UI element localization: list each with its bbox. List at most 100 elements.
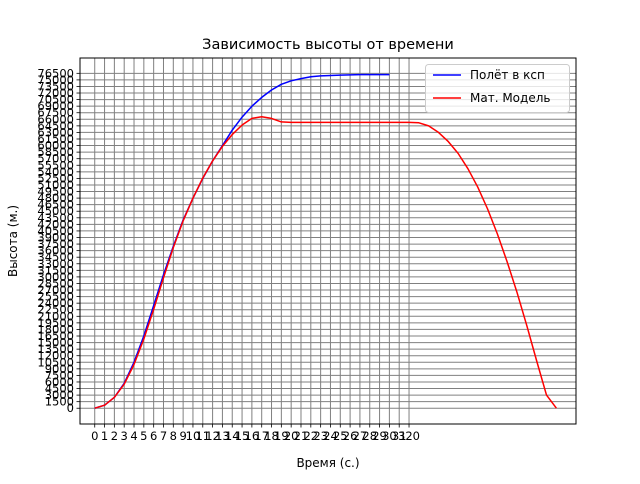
x-tick-label: 29: [372, 429, 387, 443]
y-tick-label: 10500: [37, 355, 74, 369]
y-tick-label: 28500: [37, 276, 74, 290]
y-tick-label: 36000: [37, 244, 74, 258]
x-tick-label: 27: [353, 429, 368, 443]
y-tick-label: 58500: [37, 145, 74, 159]
x-tick-label: 23: [313, 429, 328, 443]
y-tick-label: 55500: [37, 158, 74, 172]
y-tick-label: 12000: [37, 349, 74, 363]
y-tick-label: 63000: [37, 125, 74, 139]
legend-label-flight: Полёт в ксп: [470, 68, 545, 82]
series-line-model: [94, 115, 557, 409]
plot-frame: [79, 57, 577, 425]
y-axis-ticks: 0150030004500600075009000105001200013500…: [37, 66, 80, 415]
y-tick-label: 73500: [37, 79, 74, 93]
chart-title: Зависимость высоты от времени: [202, 37, 454, 53]
y-tick-label: 49500: [37, 185, 74, 199]
y-tick-label: 40500: [37, 224, 74, 238]
y-tick-label: 75000: [37, 73, 74, 87]
grid: [80, 58, 576, 424]
y-tick-label: 70500: [37, 93, 74, 107]
y-tick-label: 66000: [37, 112, 74, 126]
x-tick-label: 320: [398, 429, 420, 443]
legend-box: [425, 64, 570, 113]
legend-label-model: Мат. Модель: [470, 91, 550, 105]
y-tick-label: 43500: [37, 211, 74, 225]
y-tick-label: 57000: [37, 152, 74, 166]
y-tick-label: 45000: [37, 204, 74, 218]
x-tick-label: 18: [264, 429, 279, 443]
y-tick-label: 1500: [45, 395, 74, 409]
y-tick-label: 54000: [37, 165, 74, 179]
y-tick-label: 13500: [37, 342, 74, 356]
y-tick-label: 3000: [45, 388, 74, 402]
x-tick-label: 7: [160, 429, 167, 443]
x-tick-label: 13: [215, 429, 230, 443]
x-tick-label: 8: [170, 429, 177, 443]
y-tick-label: 48000: [37, 191, 74, 205]
y-tick-label: 27000: [37, 283, 74, 297]
x-tick-label: 30: [382, 429, 397, 443]
y-tick-label: 61500: [37, 132, 74, 146]
y-tick-label: 16500: [37, 329, 74, 343]
y-tick-label: 15000: [37, 336, 74, 350]
x-tick-label: 14: [225, 429, 240, 443]
series-layer: [94, 73, 557, 409]
y-tick-label: 60000: [37, 139, 74, 153]
y-tick-label: 0: [67, 401, 74, 415]
x-tick-label: 15: [235, 429, 250, 443]
x-tick-label: 20: [284, 429, 299, 443]
x-tick-label: 11: [195, 429, 210, 443]
x-tick-label: 24: [323, 429, 338, 443]
x-tick-label: 4: [130, 429, 137, 443]
x-tick-label: 6: [150, 429, 157, 443]
y-tick-label: 31500: [37, 263, 74, 277]
y-tick-label: 72000: [37, 86, 74, 100]
x-tick-label: 31: [392, 429, 407, 443]
x-tick-label: 12: [205, 429, 220, 443]
y-tick-label: 21000: [37, 309, 74, 323]
y-tick-label: 24000: [37, 296, 74, 310]
y-tick-label: 51000: [37, 178, 74, 192]
x-tick-label: 3: [121, 429, 128, 443]
y-tick-label: 34500: [37, 250, 74, 264]
y-tick-label: 76500: [37, 66, 74, 80]
y-tick-label: 64500: [37, 119, 74, 133]
x-tick-label: 28: [362, 429, 377, 443]
x-tick-label: 19: [274, 429, 289, 443]
y-tick-label: 46500: [37, 198, 74, 212]
y-axis-label: Высота (м.): [6, 205, 20, 277]
y-tick-label: 9000: [45, 362, 74, 376]
y-tick-label: 30000: [37, 270, 74, 284]
y-tick-label: 39000: [37, 230, 74, 244]
y-tick-label: 22500: [37, 303, 74, 317]
y-tick-label: 25500: [37, 290, 74, 304]
y-tick-label: 33000: [37, 257, 74, 271]
x-tick-label: 25: [333, 429, 348, 443]
x-tick-label: 2: [111, 429, 118, 443]
y-tick-label: 42000: [37, 217, 74, 231]
x-tick-label: 5: [140, 429, 147, 443]
y-tick-label: 7500: [45, 368, 74, 382]
series-line-flight: [94, 73, 390, 409]
y-tick-label: 52500: [37, 171, 74, 185]
x-tick-label: 17: [254, 429, 269, 443]
x-tick-label: 22: [303, 429, 318, 443]
y-tick-label: 6000: [45, 375, 74, 389]
y-tick-label: 67500: [37, 106, 74, 120]
y-tick-label: 69000: [37, 99, 74, 113]
x-axis-ticks: 0 1 2 3 4 5 6 7 8 9101112131415161718192021222324…: [91, 424, 420, 443]
x-tick-label: 1: [101, 429, 108, 443]
x-tick-label: 21: [294, 429, 309, 443]
y-tick-label: 19500: [37, 316, 74, 330]
y-tick-label: 18000: [37, 322, 74, 336]
x-tick-label: 9: [179, 429, 186, 443]
y-tick-label: 37500: [37, 237, 74, 251]
y-tick-label: 4500: [45, 382, 74, 396]
x-tick-label: 16: [245, 429, 260, 443]
x-tick-label: 26: [343, 429, 358, 443]
x-tick-label: 10: [186, 429, 201, 443]
x-axis-label: Время (с.): [296, 456, 359, 470]
legend: Полёт в ксп Мат. Модель: [425, 64, 570, 113]
